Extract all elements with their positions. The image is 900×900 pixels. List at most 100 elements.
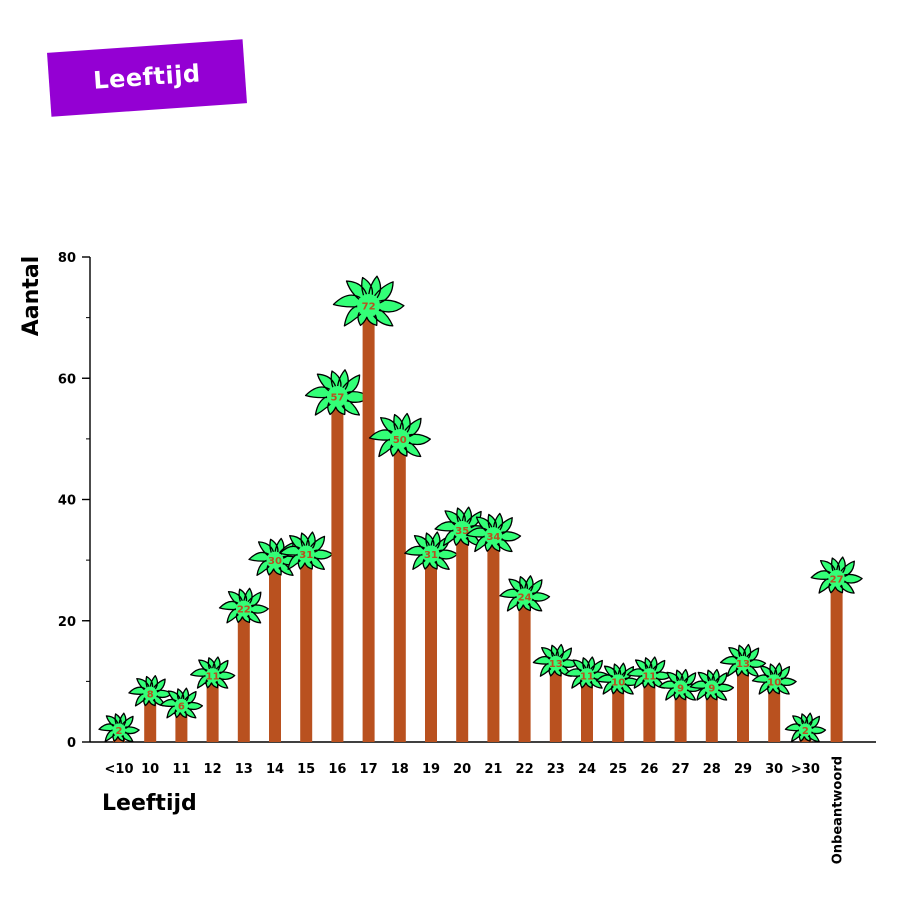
palm-bar: 10 <box>751 662 797 742</box>
palm-crown-core <box>266 551 284 569</box>
x-tick-label: 28 <box>703 762 721 777</box>
palm-crown-core <box>704 680 719 695</box>
y-tick-label: 40 <box>58 494 76 509</box>
data-label: 10 <box>611 677 625 688</box>
data-label: 31 <box>424 550 438 561</box>
bar-trunk <box>425 554 437 742</box>
palm-crown-core <box>828 570 845 587</box>
x-axis-title: Leeftijd <box>102 791 197 816</box>
bar-trunk <box>549 663 562 742</box>
x-tick-label: 17 <box>360 762 378 777</box>
x-tick-label: 14 <box>266 762 284 777</box>
bar-trunk <box>362 305 375 742</box>
bar-trunk <box>768 681 781 742</box>
data-label: 22 <box>237 605 251 616</box>
data-label: 27 <box>830 574 844 585</box>
palm-bar: 9 <box>689 668 735 742</box>
bar-trunk <box>643 675 656 742</box>
x-tick-label: Onbeantwoord <box>831 756 846 864</box>
bar-trunk <box>518 596 531 742</box>
palm-bar: 6 <box>159 687 204 742</box>
palm-bar: 50 <box>368 412 431 742</box>
y-tick-label: 20 <box>58 615 76 630</box>
x-tick-label: 21 <box>484 762 502 777</box>
palm-bar: 34 <box>465 512 522 742</box>
palm-crown-core <box>235 600 252 617</box>
bar-trunk <box>237 608 250 742</box>
palm-bar: 35 <box>434 506 491 742</box>
bar-trunk <box>393 438 406 742</box>
bar-trunk <box>331 396 344 742</box>
x-tick-label: 16 <box>328 762 346 777</box>
palm-crown-core <box>422 545 440 563</box>
x-axis: <10 10 11 12 13 14 15 16 17 18 19 20 21 22 23 24 25 26 27 2… <box>90 741 876 864</box>
data-label: 11 <box>206 671 220 682</box>
palm-bar: 57 <box>304 369 371 742</box>
palm-bar: 11 <box>626 656 673 742</box>
y-tick-label: 0 <box>67 736 76 751</box>
palm-crown-core <box>548 655 564 671</box>
palm-bar: 9 <box>658 668 703 742</box>
palm-bar: 10 <box>595 662 641 742</box>
palm-bar: 30 <box>248 537 302 742</box>
palm-crown-core <box>357 294 381 317</box>
x-tick-label: 11 <box>172 762 190 777</box>
palm-crown-core <box>326 386 348 407</box>
bars: 2 8 6 11 22 30 31 57 72 50 31 35 34 24 13 11 10 11 9 9 13 10 2… <box>98 275 863 743</box>
palm-crown-core <box>484 527 503 545</box>
data-label: 6 <box>178 702 185 713</box>
data-label: 50 <box>393 435 407 446</box>
data-label: 72 <box>362 302 376 313</box>
y-tick-label: 60 <box>58 372 76 387</box>
data-label: 31 <box>299 550 313 561</box>
palm-crown-core <box>642 668 657 683</box>
palm-crown-core <box>611 674 626 689</box>
x-tick-label: <10 <box>105 762 134 777</box>
palm-crown-core <box>205 668 220 683</box>
data-label: 9 <box>677 683 684 694</box>
palm-crown-core <box>297 545 315 563</box>
data-label: 35 <box>455 526 469 537</box>
palm-bar: 27 <box>810 556 863 742</box>
palm-bar: 11 <box>564 656 610 742</box>
data-label: 10 <box>767 677 781 688</box>
x-tick-label: 22 <box>516 762 534 777</box>
bar-trunk <box>737 663 749 742</box>
palm-crown-core <box>673 680 688 695</box>
bar-trunk <box>674 687 687 742</box>
palm-crown-core <box>516 588 533 605</box>
palm-crown-core <box>174 698 189 713</box>
palm-bar: 31 <box>404 531 459 742</box>
bar-trunk <box>705 687 718 742</box>
bar-trunk <box>144 693 157 742</box>
x-tick-label: 30 <box>765 762 783 777</box>
data-label: 2 <box>116 726 123 737</box>
palm-bar: 13 <box>719 643 767 742</box>
palm-bar: 2 <box>98 712 140 743</box>
palm-bar: 13 <box>532 643 579 742</box>
x-tick-label: 25 <box>609 762 627 777</box>
bar-trunk <box>269 560 281 742</box>
palm-bar: 11 <box>190 656 236 742</box>
x-tick-label: 13 <box>235 762 253 777</box>
data-label: 2 <box>802 726 809 737</box>
palm-crown-core <box>735 655 751 671</box>
bar-trunk <box>456 529 469 742</box>
x-tick-label: 12 <box>204 762 222 777</box>
y-axis-title: Aantal <box>19 256 44 336</box>
data-label: 8 <box>147 690 154 701</box>
palm-crown-core <box>798 723 812 737</box>
palm-bar: 22 <box>218 587 269 742</box>
data-label: 34 <box>486 532 500 543</box>
data-label: 9 <box>708 683 715 694</box>
x-tick-label: 18 <box>391 762 409 777</box>
palm-bar: 24 <box>499 575 551 742</box>
palm-bar: 72 <box>332 275 405 742</box>
data-label: 24 <box>518 593 532 604</box>
x-tick-label: 10 <box>141 762 159 777</box>
x-tick-label: 29 <box>734 762 752 777</box>
bar-trunk <box>612 681 625 742</box>
data-label: 11 <box>642 671 656 682</box>
palm-crown-core <box>143 686 158 701</box>
